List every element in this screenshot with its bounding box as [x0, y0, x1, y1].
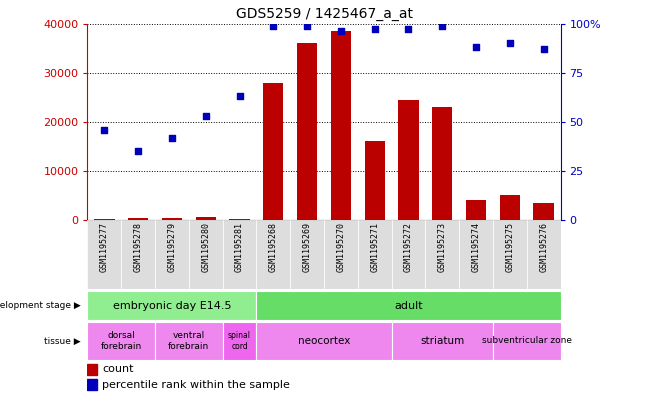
Text: GSM1195273: GSM1195273 — [438, 222, 446, 272]
Bar — [94, 219, 115, 220]
Text: GSM1195275: GSM1195275 — [505, 222, 515, 272]
Bar — [229, 219, 249, 220]
Text: ventral
forebrain: ventral forebrain — [168, 331, 209, 351]
Bar — [330, 31, 351, 220]
Point — [403, 26, 413, 33]
Text: development stage ▶: development stage ▶ — [0, 301, 80, 310]
Bar — [297, 43, 318, 220]
Text: GSM1195271: GSM1195271 — [370, 222, 379, 272]
Text: GSM1195281: GSM1195281 — [235, 222, 244, 272]
Bar — [87, 291, 257, 320]
Bar — [527, 220, 561, 289]
Text: GSM1195274: GSM1195274 — [472, 222, 481, 272]
Text: embryonic day E14.5: embryonic day E14.5 — [113, 301, 231, 310]
Bar — [500, 195, 520, 220]
Bar — [358, 220, 391, 289]
Bar — [324, 220, 358, 289]
Point — [99, 127, 110, 133]
Bar — [162, 218, 182, 220]
Bar — [466, 200, 486, 220]
Bar — [189, 220, 223, 289]
Title: GDS5259 / 1425467_a_at: GDS5259 / 1425467_a_at — [235, 7, 413, 21]
Bar — [391, 220, 425, 289]
Text: GSM1195268: GSM1195268 — [269, 222, 278, 272]
Bar — [155, 322, 223, 360]
Bar — [263, 83, 283, 220]
Text: count: count — [102, 364, 134, 374]
Text: GSM1195278: GSM1195278 — [133, 222, 143, 272]
Point — [268, 22, 279, 29]
Bar — [87, 364, 97, 375]
Bar — [87, 322, 155, 360]
Bar — [223, 322, 257, 360]
Bar — [432, 107, 452, 220]
Point — [471, 44, 481, 50]
Text: GSM1195279: GSM1195279 — [167, 222, 176, 272]
Bar — [257, 220, 290, 289]
Point — [437, 22, 447, 29]
Bar — [128, 219, 148, 220]
Bar — [399, 100, 419, 220]
Text: dorsal
forebrain: dorsal forebrain — [100, 331, 142, 351]
Bar — [391, 322, 493, 360]
Bar — [121, 220, 155, 289]
Bar — [87, 220, 121, 289]
Text: striatum: striatum — [420, 336, 465, 346]
Text: tissue ▶: tissue ▶ — [44, 336, 80, 345]
Point — [235, 93, 245, 99]
Point — [505, 40, 515, 46]
Point — [369, 26, 380, 33]
Point — [133, 148, 143, 154]
Text: percentile rank within the sample: percentile rank within the sample — [102, 380, 290, 390]
Bar — [290, 220, 324, 289]
Point — [167, 134, 177, 141]
Point — [200, 113, 211, 119]
Bar — [87, 380, 97, 391]
Text: GSM1195280: GSM1195280 — [202, 222, 210, 272]
Text: neocortex: neocortex — [298, 336, 350, 346]
Bar — [493, 220, 527, 289]
Text: GSM1195276: GSM1195276 — [539, 222, 548, 272]
Text: subventricular zone: subventricular zone — [481, 336, 572, 345]
Bar — [533, 203, 554, 220]
Bar — [223, 220, 257, 289]
Bar — [459, 220, 493, 289]
Text: GSM1195269: GSM1195269 — [303, 222, 312, 272]
Text: GSM1195270: GSM1195270 — [336, 222, 345, 272]
Point — [302, 22, 312, 29]
Point — [336, 28, 346, 35]
Text: spinal
cord: spinal cord — [228, 331, 251, 351]
Point — [538, 46, 549, 52]
Bar — [196, 217, 216, 220]
Text: adult: adult — [394, 301, 422, 310]
Bar — [493, 322, 561, 360]
Bar — [425, 220, 459, 289]
Text: GSM1195277: GSM1195277 — [100, 222, 109, 272]
Bar — [257, 291, 561, 320]
Bar — [365, 141, 385, 220]
Bar — [257, 322, 391, 360]
Bar — [155, 220, 189, 289]
Text: GSM1195272: GSM1195272 — [404, 222, 413, 272]
